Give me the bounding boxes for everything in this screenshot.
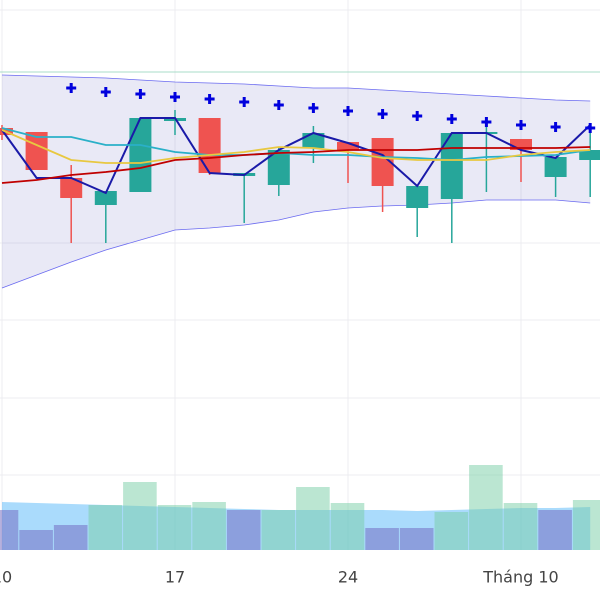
volume-bar [296, 487, 330, 550]
sar-marker [516, 120, 526, 130]
volume-bar [19, 530, 53, 550]
candle-body [267, 150, 290, 185]
band-upper [1, 74, 591, 102]
candle-body [406, 186, 429, 208]
sar-marker [273, 100, 284, 110]
indicator-line [1, 146, 591, 184]
volume-bar [469, 465, 503, 550]
candle-body [440, 133, 463, 199]
sar-marker [550, 122, 561, 132]
volume-bar [399, 528, 434, 550]
grid [0, 9, 600, 476]
indicator-line [1, 127, 591, 161]
volume-bar [572, 500, 600, 550]
volume-bar [434, 512, 469, 550]
candle-body [129, 118, 152, 192]
sar-marker [481, 117, 492, 127]
sar-marker [135, 89, 146, 99]
volume-bar [503, 503, 538, 550]
sar-marker [585, 123, 596, 133]
candle-body [94, 191, 117, 205]
x-tick-label: 17 [165, 568, 185, 587]
x-tick-label: 10 [0, 568, 12, 587]
x-tick-label: 24 [338, 568, 358, 587]
x-tick-label: Tháng 10 [482, 568, 558, 587]
volume-bar [365, 528, 399, 550]
candle-body [579, 150, 600, 160]
volume-bar [0, 510, 19, 550]
sar-marker [204, 94, 215, 104]
indicator-line [1, 129, 591, 164]
volume-bar [330, 503, 365, 550]
candle-body [510, 139, 532, 150]
volume-bar [261, 510, 296, 550]
volume-bar [53, 525, 88, 550]
sar-marker [446, 114, 457, 124]
volume-bar [88, 505, 123, 550]
volume-bar [123, 482, 157, 550]
sar-marker [377, 109, 388, 119]
volume-bar [157, 505, 192, 550]
sar-marker [412, 111, 423, 121]
volume-bar [192, 502, 226, 550]
sar-marker [66, 83, 77, 93]
sar-marker [343, 106, 353, 116]
candle-body [198, 118, 221, 173]
band-lower [1, 199, 591, 289]
volume-bar [226, 510, 261, 550]
sar-marker [170, 92, 180, 102]
candle-body [25, 132, 48, 170]
sar-marker [239, 97, 250, 107]
candle-body [337, 142, 359, 150]
indicator-line [1, 117, 591, 195]
volume-bar [538, 510, 572, 550]
candle-body [60, 178, 83, 198]
sar-marker [100, 87, 111, 97]
candle-body [544, 157, 567, 177]
sar-marker [308, 103, 319, 113]
band-area [2, 75, 591, 288]
